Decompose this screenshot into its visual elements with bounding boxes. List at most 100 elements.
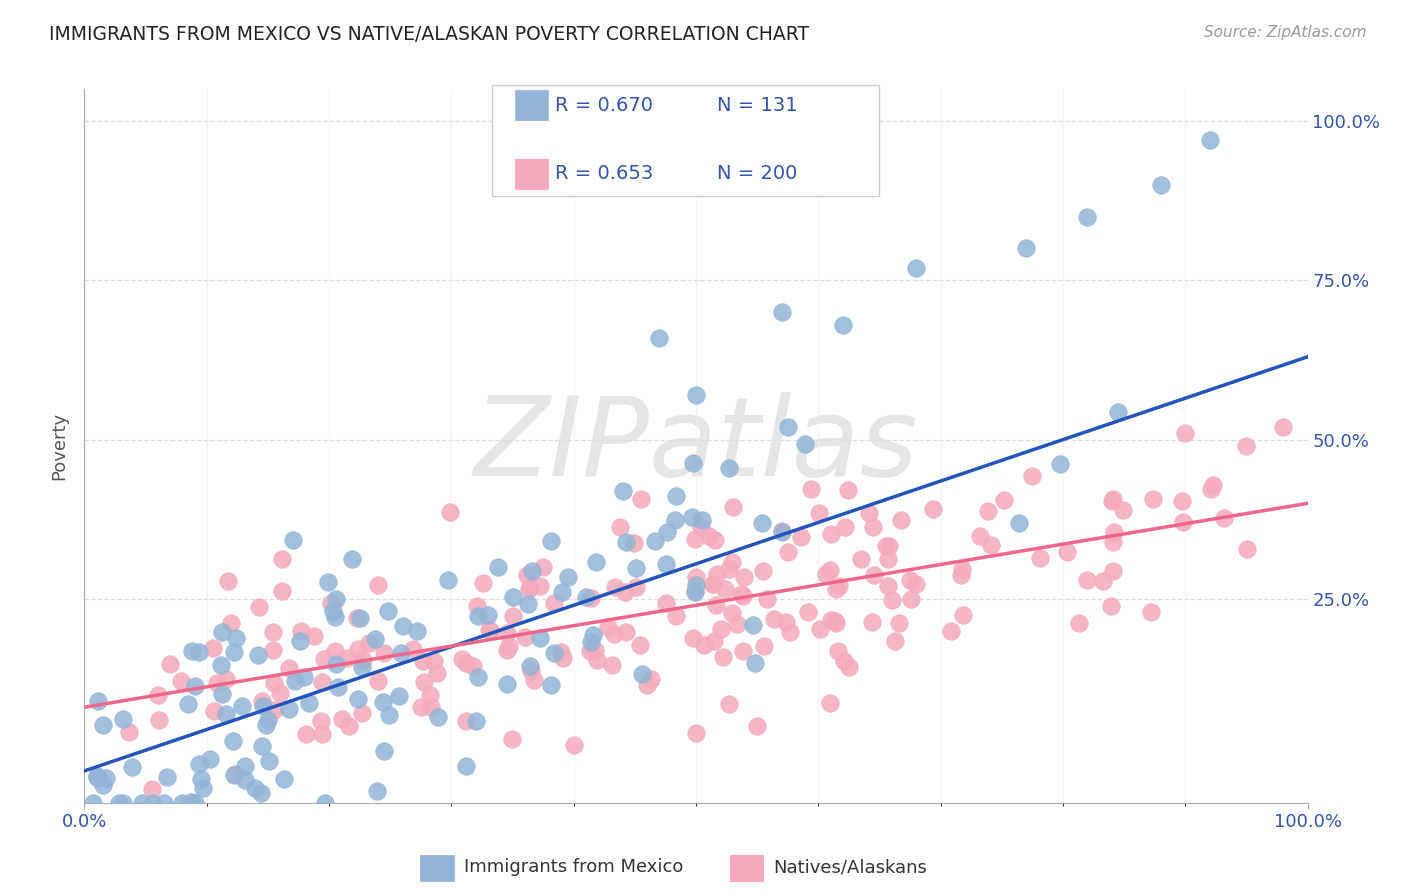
Point <box>808 622 831 636</box>
Point <box>551 650 574 665</box>
Point <box>703 633 725 648</box>
Point <box>1076 210 1098 224</box>
Point <box>665 608 688 623</box>
Point <box>170 796 193 810</box>
Point <box>389 646 412 660</box>
Point <box>456 714 478 728</box>
Point <box>1091 574 1114 589</box>
Point <box>250 693 273 707</box>
Point <box>209 657 232 672</box>
Point <box>776 420 799 434</box>
Point <box>683 583 706 598</box>
Point <box>692 638 714 652</box>
Point <box>86 770 108 784</box>
Point <box>579 644 602 658</box>
Point <box>939 624 962 638</box>
Point <box>603 627 626 641</box>
Point <box>270 584 292 599</box>
Point <box>808 506 831 520</box>
Point <box>640 672 662 686</box>
Point <box>517 582 540 596</box>
Point <box>612 484 634 499</box>
Point <box>900 592 922 607</box>
Point <box>683 532 706 546</box>
Point <box>585 555 607 569</box>
Point <box>744 656 766 670</box>
Point <box>862 520 884 534</box>
Point <box>683 584 706 599</box>
Text: Immigrants from Mexico: Immigrants from Mexico <box>464 858 683 876</box>
Point <box>540 533 562 548</box>
Point <box>465 599 488 614</box>
Point <box>181 644 204 658</box>
Point <box>614 624 637 639</box>
Point <box>993 493 1015 508</box>
Point <box>1150 178 1173 192</box>
Point <box>877 551 900 566</box>
Point <box>860 615 883 629</box>
Point <box>706 567 728 582</box>
Point <box>156 770 179 784</box>
Point <box>880 593 903 607</box>
Point <box>832 654 855 668</box>
Point <box>1015 242 1038 256</box>
Point <box>367 578 389 592</box>
Text: R = 0.670: R = 0.670 <box>555 95 654 115</box>
Point <box>1142 492 1164 507</box>
Point <box>86 694 108 708</box>
Point <box>605 581 627 595</box>
Point <box>352 653 374 667</box>
Point <box>346 611 368 625</box>
Point <box>467 670 489 684</box>
Point <box>217 574 239 588</box>
Point <box>464 714 486 729</box>
Point <box>108 796 131 810</box>
Point <box>702 576 724 591</box>
Point <box>364 632 387 646</box>
Point <box>422 654 444 668</box>
Point <box>682 632 704 646</box>
Point <box>1021 469 1043 483</box>
Point <box>215 672 238 686</box>
Point <box>323 644 346 658</box>
Point <box>249 600 271 615</box>
Point <box>187 756 209 771</box>
Point <box>582 628 605 642</box>
Point <box>969 529 991 543</box>
Point <box>770 525 793 540</box>
Point <box>478 624 501 638</box>
Point <box>613 585 636 599</box>
Point <box>373 744 395 758</box>
Point <box>583 643 606 657</box>
Point <box>609 520 631 534</box>
Point <box>278 661 301 675</box>
Point <box>146 688 169 702</box>
Point <box>309 714 332 728</box>
Point <box>800 482 823 496</box>
Point <box>121 759 143 773</box>
Point <box>825 582 848 596</box>
Point <box>664 513 686 527</box>
Point <box>159 657 181 671</box>
Point <box>690 520 713 534</box>
Point <box>496 643 519 657</box>
Point <box>478 623 501 637</box>
Point <box>713 582 735 596</box>
Point <box>837 483 859 498</box>
Point <box>254 718 277 732</box>
Point <box>756 592 779 607</box>
Point <box>752 564 775 578</box>
Point <box>1140 605 1163 619</box>
Point <box>302 629 325 643</box>
Point <box>502 591 524 605</box>
Point <box>636 678 658 692</box>
Point <box>322 604 344 618</box>
Point <box>704 533 727 547</box>
Point <box>790 530 813 544</box>
Point <box>763 612 786 626</box>
Point <box>456 657 478 671</box>
Point <box>731 589 754 603</box>
Point <box>350 659 373 673</box>
Point <box>377 604 399 618</box>
Point <box>574 590 596 604</box>
